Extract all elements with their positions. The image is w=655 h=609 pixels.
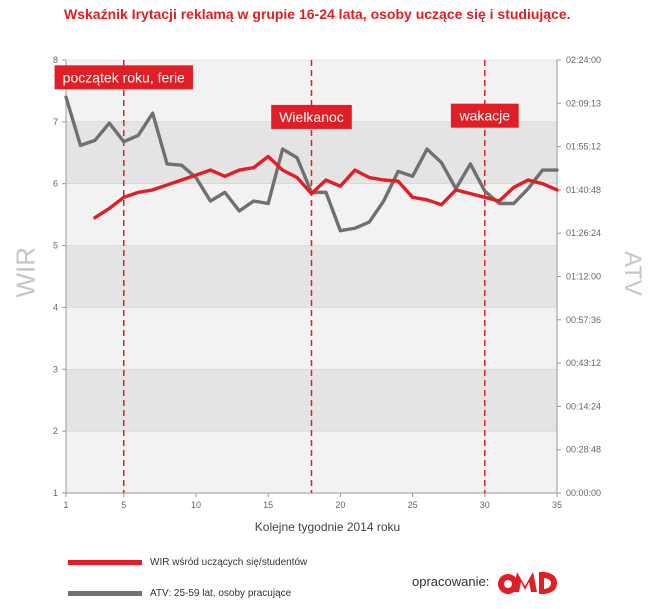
y-tick-label: 8 xyxy=(53,55,58,65)
x-tick-label: 5 xyxy=(121,500,126,510)
y2-tick-label: 02:09:13 xyxy=(566,98,601,108)
y-tick-label: 2 xyxy=(53,426,58,436)
y-tick-label: 5 xyxy=(53,241,58,251)
y-tick-label: 1 xyxy=(53,488,58,498)
series-line-wir xyxy=(93,154,559,220)
legend-item-atv: ATV: 25-59 lat, osoby pracujące xyxy=(68,588,291,599)
x-tick-label: 1 xyxy=(63,500,68,510)
x-tick-label: 10 xyxy=(191,500,201,510)
marker-box-1 xyxy=(271,104,352,129)
y2-tick-label: 00:57:36 xyxy=(566,315,601,325)
x-tick-label: 15 xyxy=(263,500,273,510)
x-axis-title: Kolejne tygodnie 2014 roku xyxy=(254,520,401,534)
x-tick-label: 20 xyxy=(335,500,345,510)
marker-label-1: Wielkanoc xyxy=(279,109,344,125)
legend-swatch-atv xyxy=(68,591,142,596)
y2-tick-label: 00:43:12 xyxy=(566,358,601,368)
y2-tick-label: 01:40:48 xyxy=(566,185,601,195)
left-axis-title: WIR xyxy=(10,246,41,298)
y-tick-label: 6 xyxy=(53,179,58,189)
marker-label-0: początek roku, ferie xyxy=(63,69,185,85)
y2-tick-label: 00:28:48 xyxy=(566,445,601,455)
y2-tick-label: 00:14:24 xyxy=(566,401,601,411)
y-tick-label: 4 xyxy=(53,302,58,312)
marker-box-2 xyxy=(450,103,519,128)
y2-tick-label: 01:55:12 xyxy=(566,142,601,152)
omd-logo xyxy=(497,560,559,605)
y-tick-label: 7 xyxy=(53,117,58,127)
x-tick-label: 30 xyxy=(480,500,490,510)
x-tick-label: 35 xyxy=(552,500,562,510)
band-3 xyxy=(66,307,557,370)
y2-tick-label: 01:12:00 xyxy=(566,272,601,282)
y2-tick-label: 00:00:00 xyxy=(566,488,601,498)
marker-label-2: wakacje xyxy=(458,108,510,124)
legend-label-atv: ATV: 25-59 lat, osoby pracujące xyxy=(150,588,292,599)
legend-item-wir: WIR wśród uczących się/studentów xyxy=(68,557,307,568)
marker-box-0 xyxy=(54,65,193,90)
chart-title: Wskaźnik Irytacji reklamą w grupie 16-24… xyxy=(64,6,571,22)
y2-tick-label: 01:26:24 xyxy=(566,228,601,238)
credit-label: opracowanie: xyxy=(412,574,490,589)
x-tick-label: 25 xyxy=(408,500,418,510)
y-tick-label: 3 xyxy=(53,364,58,374)
right-axis-title: ATV xyxy=(619,251,646,296)
legend-swatch-wir xyxy=(68,560,142,565)
y2-tick-label: 02:24:00 xyxy=(566,55,601,65)
legend-label-wir: WIR wśród uczących się/studentów xyxy=(150,557,308,568)
